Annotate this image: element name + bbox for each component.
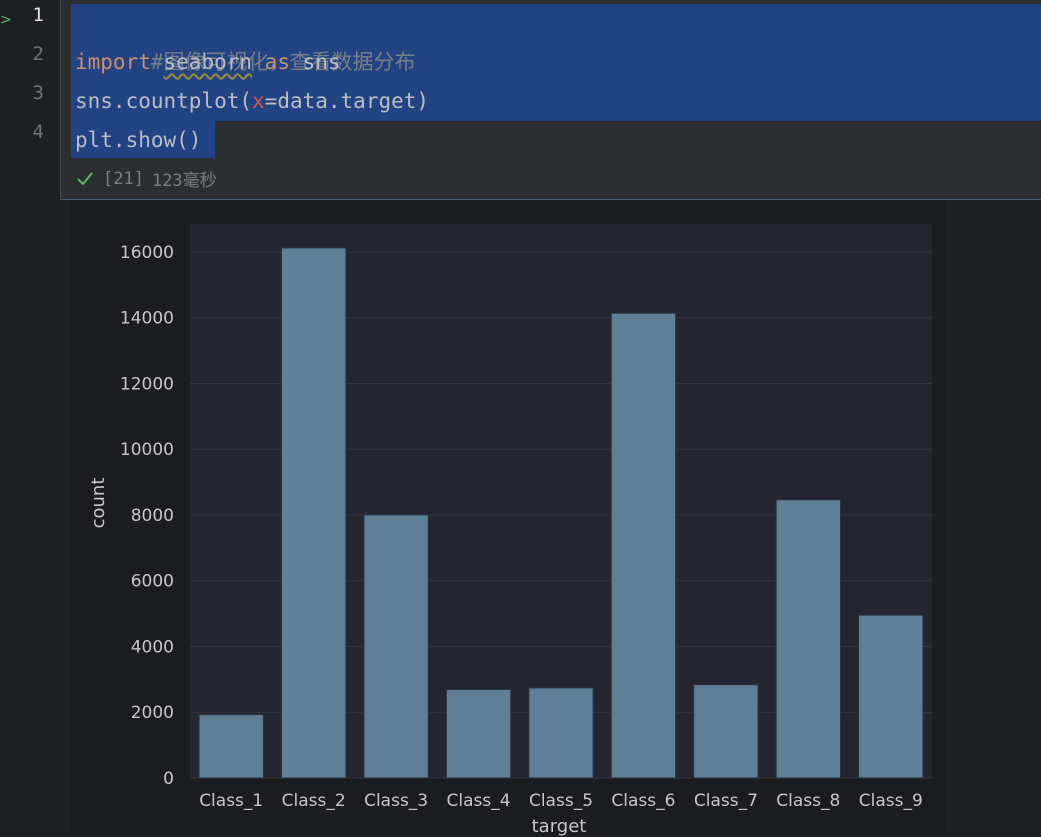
bar-class-8	[775, 499, 841, 779]
x-tick-label: Class_7	[694, 791, 758, 811]
bar-class-2	[281, 247, 347, 779]
countplot-chart: 0 2000 4000 6000 8000 10000 12000 14000 16000 Cla…	[88, 224, 932, 837]
y-tick-label: 16000	[120, 243, 174, 263]
line-number: 2	[32, 43, 44, 65]
text-selection	[71, 121, 215, 158]
code-line-3[interactable]: sns.countplot(x=data.target)	[75, 82, 429, 121]
module-name: seaborn	[163, 50, 253, 74]
x-tick-label: Class_8	[776, 791, 840, 811]
x-tick-label: Class_3	[364, 791, 428, 811]
x-tick-label: Class_9	[859, 791, 923, 811]
code-line-4[interactable]: plt.show()	[75, 121, 201, 160]
module-alias: sns	[302, 50, 341, 74]
bar-class-9	[858, 614, 924, 779]
code-comment: #图像可视化，查看数据分布	[150, 50, 416, 74]
x-tick-label: Class_5	[529, 791, 593, 811]
cell-output: 0 2000 4000 6000 8000 10000 12000 14000 16000 Cla…	[70, 201, 946, 837]
y-tick-label: 0	[163, 769, 174, 789]
execution-duration: 123毫秒	[151, 171, 217, 191]
bar-class-7	[693, 684, 759, 779]
y-tick-label: 2000	[131, 703, 174, 723]
x-tick-label: Class_4	[447, 791, 511, 811]
y-tick-label: 8000	[131, 506, 174, 526]
bar-class-1	[198, 714, 264, 779]
code-line-1[interactable]: #图像可视化，查看数据分布	[75, 4, 416, 74]
run-cell-icon[interactable]: >	[0, 12, 12, 28]
code-line-2[interactable]: import seaborn as sns	[75, 43, 341, 82]
call-suffix: =data.target)	[264, 89, 430, 113]
code-cell[interactable]: #图像可视化，查看数据分布 import seaborn as sns sns.…	[60, 0, 1041, 200]
bar-class-5	[528, 687, 594, 779]
text-selection	[71, 4, 1041, 121]
bar-class-6	[610, 312, 677, 779]
check-icon	[77, 171, 93, 185]
show-call: plt.show()	[75, 128, 202, 152]
y-tick-label: 6000	[131, 572, 174, 592]
keyword-as: as	[264, 50, 290, 74]
editor-gutter: > 1 2 3 4	[0, 0, 60, 200]
call-prefix: sns.countplot(	[75, 89, 253, 113]
line-number: 4	[32, 121, 44, 143]
line-number: 3	[32, 82, 44, 104]
bar-class-4	[445, 689, 512, 779]
y-tick-label: 14000	[120, 309, 174, 329]
y-tick-label: 12000	[120, 374, 174, 394]
x-axis-label: target	[532, 816, 587, 837]
y-axis-label: count	[88, 478, 109, 529]
x-tick-label: Class_6	[611, 791, 675, 811]
named-param: x	[252, 89, 265, 113]
execution-count: [21]	[103, 168, 144, 189]
x-tick-label: Class_1	[199, 791, 263, 811]
x-tick-label: Class_2	[282, 791, 346, 811]
y-tick-label: 10000	[120, 440, 174, 460]
bar-class-3	[363, 514, 429, 779]
keyword-import: import	[75, 50, 151, 74]
line-number: 1	[32, 4, 44, 26]
y-tick-label: 4000	[131, 637, 174, 657]
execution-status: [21] 123毫秒	[75, 166, 217, 191]
